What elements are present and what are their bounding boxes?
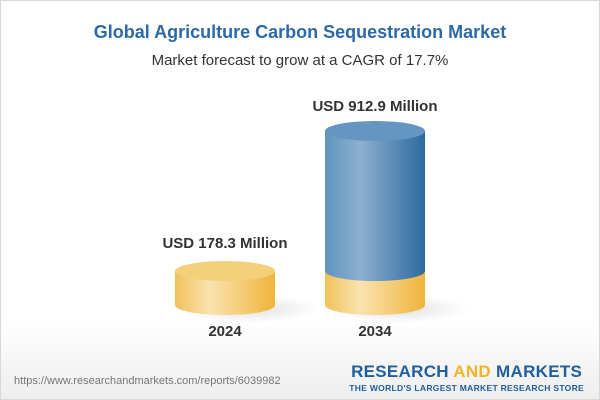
bar-2034-top (325, 121, 425, 141)
bar-2024-top (175, 261, 275, 282)
logo-tagline: THE WORLD'S LARGEST MARKET RESEARCH STOR… (349, 383, 584, 393)
logo-text: RESEARCH (351, 362, 454, 381)
source-url: https://www.researchandmarkets.com/repor… (14, 375, 281, 387)
chart-title: Global Agriculture Carbon Sequestration … (93, 22, 507, 42)
category-label: 2034 (358, 323, 392, 340)
data-label: USD 178.3 Million (162, 235, 287, 252)
data-label: USD 912.9 Million (312, 98, 437, 115)
logo-text: MARKETS (491, 362, 583, 381)
logo-text-accent: AND (453, 362, 492, 381)
bar-base-2034-body (325, 271, 425, 315)
brand-logo: RESEARCH AND MARKETS THE WORLD'S LARGEST… (349, 362, 584, 393)
bar-2034-body (325, 131, 425, 282)
category-label: 2024 (208, 323, 242, 340)
chart-subtitle: Market forecast to grow at a CAGR of 17.… (151, 52, 449, 69)
bar-2024-body (175, 271, 275, 315)
